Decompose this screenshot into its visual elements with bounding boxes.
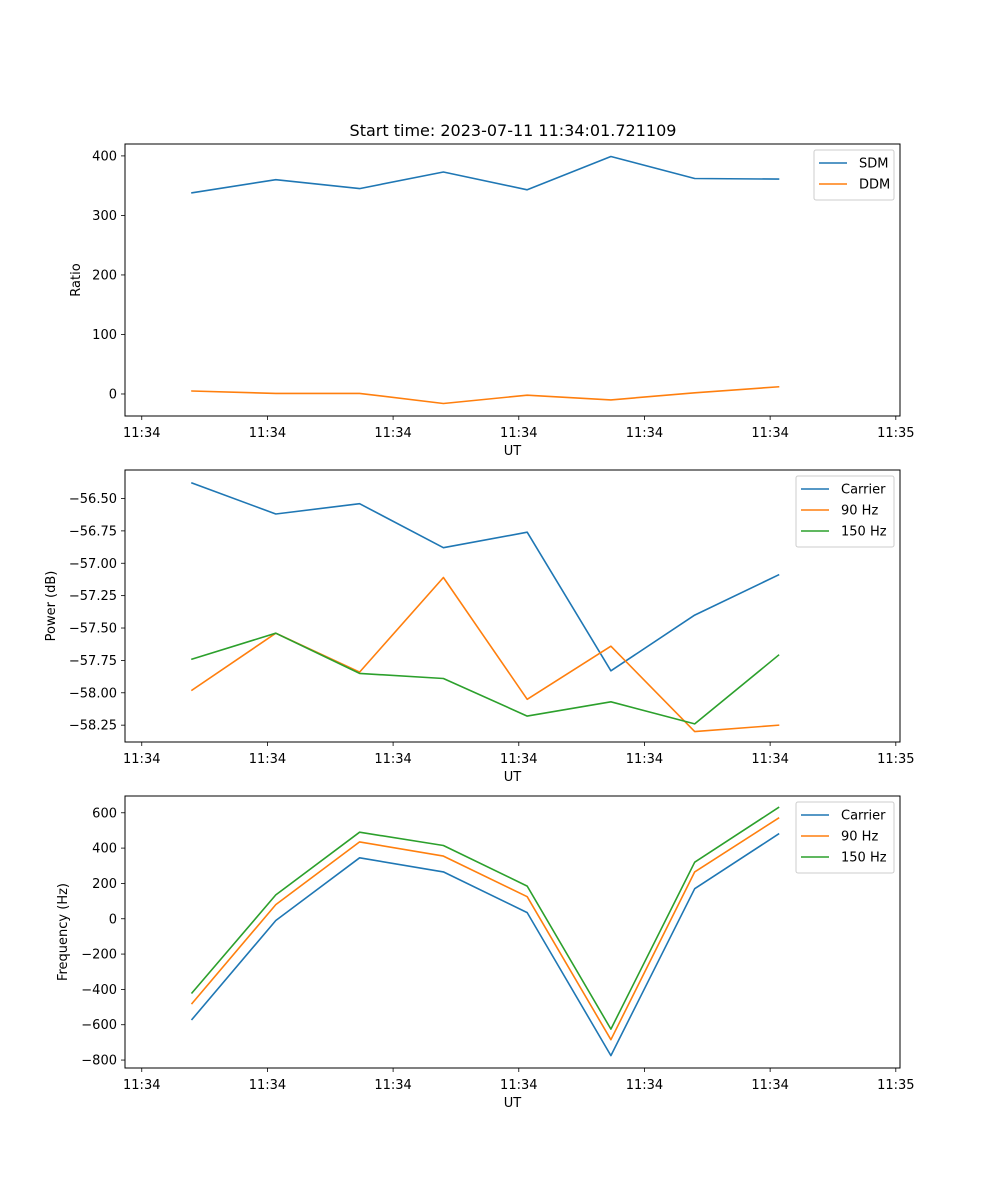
chart-panel-1: 11:34 11:34 11:34 11:34 11:34 11:34 11:35 0 100 2… [69, 143, 915, 459]
y-tick-label: 400 [92, 842, 117, 857]
x-tick-label: 11:34 [751, 752, 788, 767]
series-line-carrier [190, 832, 780, 1057]
series-line-sdm [191, 155, 780, 194]
y-tick-label: −600 [81, 1018, 117, 1033]
legend: Carrier 90 Hz 150 Hz [795, 801, 895, 874]
y-tick-label: 400 [92, 149, 117, 164]
x-tick-label: 11:34 [123, 426, 160, 441]
x-tick-label: 11:34 [626, 1078, 663, 1093]
y-tick-label: −400 [81, 983, 117, 998]
x-tick-label: 11:34 [751, 426, 788, 441]
legend-label: 90 Hz [841, 504, 878, 519]
y-tick-label: 0 [109, 912, 117, 927]
x-axis-label: UT [504, 1096, 522, 1111]
x-tick-label: 11:34 [374, 1078, 411, 1093]
legend-label: DDM [859, 178, 890, 193]
legend-label: Carrier [841, 809, 886, 824]
legend-label: SDM [859, 157, 888, 172]
y-tick-label: 200 [92, 877, 117, 892]
y-axis-label: Power (dB) [44, 571, 59, 642]
series-line-90-hz [190, 816, 780, 1041]
y-tick-label: −57.25 [69, 589, 117, 604]
x-axis-label: UT [504, 770, 522, 785]
legend-label: 150 Hz [841, 851, 887, 866]
y-tick-label: 200 [92, 268, 117, 283]
y-tick-label: −56.50 [69, 492, 117, 507]
x-tick-label: 11:35 [877, 752, 914, 767]
series-line-150-hz [190, 806, 780, 1030]
y-tick-label: −200 [81, 948, 117, 963]
y-tick-label: −56.75 [69, 524, 117, 539]
x-tick-label: 11:34 [123, 1078, 160, 1093]
series-line-carrier [190, 481, 780, 672]
x-tick-label: 11:35 [877, 1078, 914, 1093]
series-line-ddm [191, 385, 780, 405]
y-tick-label: −800 [81, 1054, 117, 1069]
series-line-150-hz [190, 632, 780, 725]
y-axis-label: Ratio [69, 263, 84, 296]
y-tick-label: 300 [92, 209, 117, 224]
x-tick-label: 11:34 [751, 1078, 788, 1093]
x-tick-label: 11:34 [249, 426, 286, 441]
y-tick-label: 0 [109, 387, 117, 402]
legend: Carrier 90 Hz 150 Hz [795, 475, 895, 548]
x-tick-label: 11:34 [500, 752, 537, 767]
plot-frame [124, 795, 901, 1069]
y-tick-label: −57.75 [69, 654, 117, 669]
series-line-90-hz [190, 576, 780, 733]
legend-frame [795, 801, 895, 874]
y-tick-label: 600 [92, 806, 117, 821]
legend-label: 90 Hz [841, 830, 878, 845]
x-tick-label: 11:34 [374, 426, 411, 441]
chart-panel-3: 11:34 11:34 11:34 11:34 11:34 11:34 11:35 600 40… [56, 795, 915, 1111]
y-tick-label: 100 [92, 328, 117, 343]
x-tick-label: 11:34 [500, 1078, 537, 1093]
y-tick-label: −58.00 [69, 686, 117, 701]
x-tick-label: 11:34 [626, 752, 663, 767]
plot-frame [124, 143, 901, 417]
figure-title: Start time: 2023-07-11 11:34:01.721109 [350, 121, 677, 140]
x-tick-label: 11:34 [374, 752, 411, 767]
x-tick-label: 11:34 [626, 426, 663, 441]
legend-label: 150 Hz [841, 525, 887, 540]
plot-frame [124, 469, 901, 743]
y-tick-label: −57.00 [69, 557, 117, 572]
x-tick-label: 11:34 [249, 1078, 286, 1093]
x-axis-label: UT [504, 444, 522, 459]
x-tick-label: 11:34 [500, 426, 537, 441]
legend-label: Carrier [841, 483, 886, 498]
legend-frame [795, 475, 895, 548]
y-tick-label: −57.50 [69, 622, 117, 637]
legend: SDM DDM [813, 149, 895, 201]
x-tick-label: 11:34 [123, 752, 160, 767]
x-tick-label: 11:34 [249, 752, 286, 767]
y-tick-label: −58.25 [69, 719, 117, 734]
y-axis-label: Frequency (Hz) [56, 883, 71, 981]
x-tick-label: 11:35 [877, 426, 914, 441]
chart-panel-2: 11:34 11:34 11:34 11:34 11:34 11:34 11:35 −56.5… [44, 469, 915, 785]
